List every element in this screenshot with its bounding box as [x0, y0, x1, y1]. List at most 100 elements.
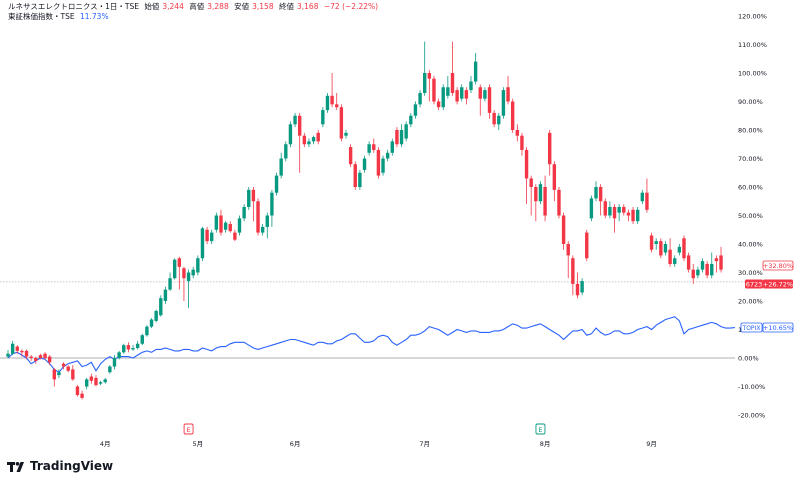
- candle-body: [126, 345, 131, 350]
- candle-up: [325, 92, 330, 113]
- candle-up: [635, 206, 640, 225]
- candle-body: [682, 238, 686, 259]
- candle-down: [649, 232, 654, 253]
- candle-body: [515, 130, 519, 136]
- candle-body: [103, 379, 107, 383]
- candle-up: [265, 212, 269, 239]
- candle-up: [344, 130, 348, 139]
- candle-body: [617, 206, 621, 213]
- candle-body: [214, 215, 219, 230]
- candle-up: [293, 112, 297, 128]
- candle-down: [219, 209, 223, 236]
- candle-body: [205, 229, 209, 242]
- y-tick-label: -20.00%: [738, 412, 765, 420]
- candle-up: [501, 87, 506, 119]
- candle-body: [29, 356, 33, 358]
- compare-symbol-title: 東証株価指数・TSE: [8, 12, 75, 21]
- candle-up: [10, 340, 15, 356]
- candle-body: [71, 369, 75, 380]
- candle-down: [464, 87, 469, 105]
- compare-symbol-legend[interactable]: 東証株価指数・TSE 11.73%: [8, 12, 112, 22]
- candle-up: [409, 112, 413, 128]
- candle-body: [483, 90, 487, 99]
- candle-down: [659, 238, 663, 259]
- candle-up: [6, 350, 10, 358]
- symbol-title: ルネサスエレクトロニクス・1日・TSE: [8, 2, 139, 11]
- candle-down: [626, 209, 631, 222]
- candle-up: [112, 355, 117, 370]
- candle-body: [122, 345, 126, 353]
- watermark-text: TradingView: [30, 459, 114, 473]
- candle-up: [159, 295, 163, 317]
- candle-up: [413, 101, 418, 119]
- y-tick-label: 0.00%: [738, 355, 759, 363]
- candle-down: [598, 184, 603, 216]
- candle-down: [15, 345, 19, 354]
- candle-down: [228, 221, 232, 233]
- candle-body: [543, 187, 547, 216]
- earnings-marker[interactable]: E: [183, 423, 194, 435]
- candle-up: [358, 169, 362, 190]
- candle-body: [673, 258, 677, 264]
- main-symbol-legend[interactable]: ルネサスエレクトロニクス・1日・TSE 始値 3,244 高値 3,288 安値 3,…: [8, 2, 381, 12]
- candle-body: [622, 206, 626, 213]
- candle-up: [108, 365, 112, 374]
- compare-value: 11.73%: [79, 12, 109, 21]
- candle-body: [210, 232, 214, 242]
- candle-down: [612, 204, 617, 233]
- candle-up: [85, 377, 89, 390]
- candle-down: [89, 373, 94, 384]
- y-tick-label: 40.00%: [738, 241, 763, 249]
- tradingview-logo[interactable]: TradingView: [7, 459, 113, 473]
- candle-body: [353, 164, 357, 187]
- close-label: 終値: [279, 2, 294, 11]
- svg-text:6723: 6723: [746, 281, 763, 289]
- candle-down: [571, 255, 575, 296]
- topix-line: [7, 316, 735, 374]
- candle-down: [395, 127, 399, 148]
- candle-body: [399, 130, 404, 145]
- candle-body: [413, 104, 418, 116]
- candle-up: [677, 244, 682, 256]
- candle-down: [348, 144, 353, 168]
- candle-body: [552, 164, 557, 190]
- candle-up: [362, 155, 367, 173]
- candle-body: [186, 272, 191, 282]
- candle-body: [677, 246, 682, 253]
- candle-body: [223, 222, 228, 230]
- candle-up: [538, 181, 543, 205]
- candle-up: [103, 377, 107, 384]
- candle-down: [548, 130, 552, 176]
- candle-up: [663, 241, 668, 256]
- candle-body: [598, 187, 603, 202]
- candle-body: [705, 263, 709, 276]
- candle-down: [524, 147, 529, 205]
- candle-up: [163, 286, 168, 304]
- candle-body: [635, 209, 640, 222]
- candle-up: [135, 340, 140, 350]
- candle-body: [112, 358, 117, 367]
- candle-down: [557, 187, 561, 219]
- y-tick-label: 100.00%: [738, 70, 767, 78]
- x-tick-label: 8月: [540, 440, 551, 448]
- y-tick-label: 80.00%: [738, 127, 763, 135]
- candle-body: [191, 269, 195, 276]
- candle-down: [427, 70, 432, 102]
- candle-down: [302, 132, 307, 148]
- candle-body: [497, 115, 501, 125]
- candle-body: [177, 258, 182, 267]
- candle-body: [654, 241, 658, 244]
- candle-body: [691, 269, 695, 279]
- y-tick-label: 120.00%: [738, 13, 767, 21]
- candle-down: [34, 356, 38, 364]
- candle-body: [15, 346, 19, 351]
- low-label: 安値: [234, 2, 250, 11]
- candle-down: [487, 84, 492, 119]
- candle-down: [233, 229, 237, 242]
- earnings-marker[interactable]: E: [535, 423, 546, 435]
- candle-down: [94, 375, 98, 387]
- candle-down: [686, 252, 691, 273]
- candle-body: [131, 348, 135, 350]
